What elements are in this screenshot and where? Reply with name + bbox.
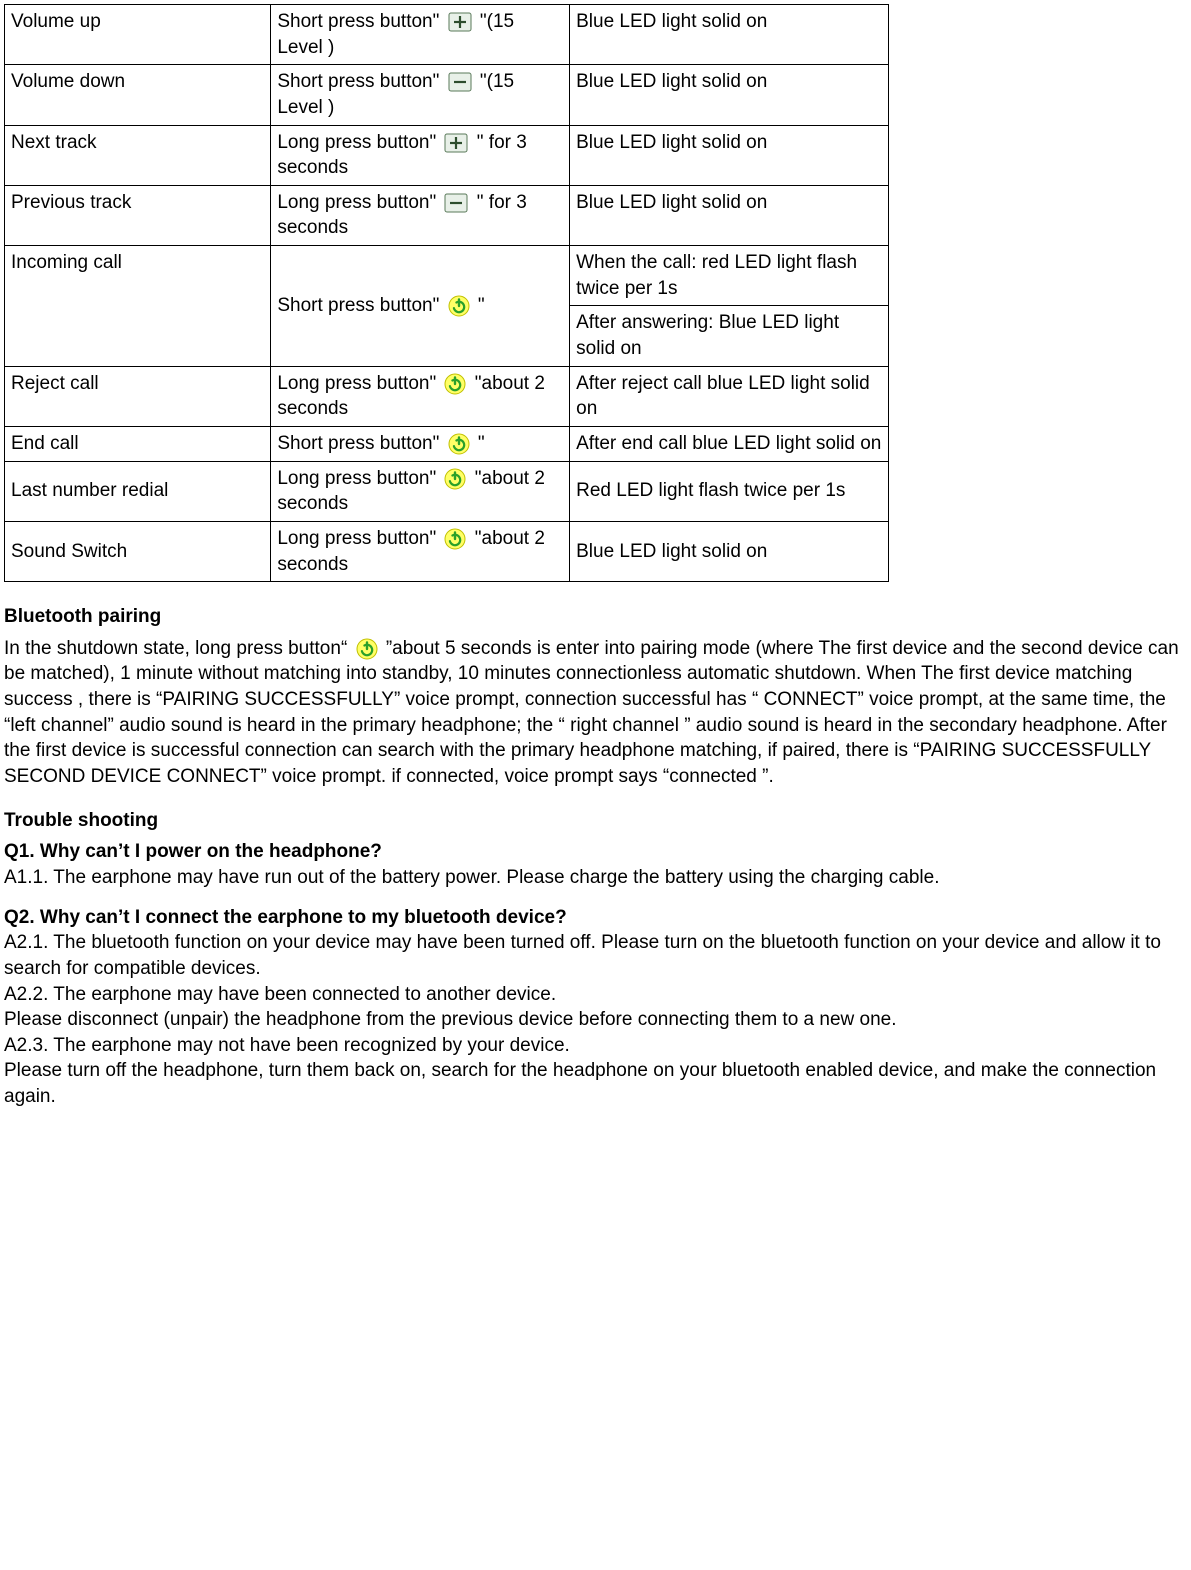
table-cell-function: Volume down <box>5 65 271 125</box>
table-cell-function: Sound Switch <box>5 521 271 581</box>
power-icon <box>356 638 378 660</box>
power-icon <box>444 373 466 395</box>
q2-answer-2b: Please disconnect (unpair) the headphone… <box>4 1007 1183 1033</box>
q2-answer-3: A2.3. The earphone may not have been rec… <box>4 1033 1183 1059</box>
table-cell-indicator: Blue LED light solid on <box>570 521 889 581</box>
table-cell-indicator: After reject call blue LED light solid o… <box>570 366 889 426</box>
table-cell-indicator: After answering: Blue LED light solid on <box>570 306 889 366</box>
q2-question: Q2. Why can’t I connect the earphone to … <box>4 905 1183 931</box>
table-cell-operation: Short press button" " <box>271 426 570 461</box>
bluetooth-pairing-paragraph: In the shutdown state, long press button… <box>4 636 1183 790</box>
troubleshooting-title: Trouble shooting <box>4 808 1183 834</box>
table-cell-function: Previous track <box>5 185 271 245</box>
power-icon <box>444 468 466 490</box>
operations-table: Volume upShort press button" "(15 Level … <box>4 4 889 582</box>
q2-answer-3b: Please turn off the headphone, turn them… <box>4 1058 1183 1109</box>
q2-answer-2: A2.2. The earphone may have been connect… <box>4 982 1183 1008</box>
table-cell-operation: Long press button" " for 3 seconds <box>271 125 570 185</box>
table-cell-operation: Long press button" "about 2 seconds <box>271 366 570 426</box>
table-cell-function: Volume up <box>5 5 271 65</box>
table-cell-function: Next track <box>5 125 271 185</box>
power-icon <box>448 295 470 317</box>
table-cell-operation: Short press button" "(15 Level ) <box>271 65 570 125</box>
table-cell-indicator: After end call blue LED light solid on <box>570 426 889 461</box>
power-icon <box>448 433 470 455</box>
q2-answer-1: A2.1. The bluetooth function on your dev… <box>4 930 1183 981</box>
plus-icon <box>444 133 468 153</box>
table-cell-operation: Long press button" "about 2 seconds <box>271 521 570 581</box>
table-cell-indicator: Blue LED light solid on <box>570 185 889 245</box>
minus-icon <box>444 193 468 213</box>
bluetooth-pairing-title: Bluetooth pairing <box>4 604 1183 630</box>
table-cell-indicator: When the call: red LED light flash twice… <box>570 246 889 306</box>
table-cell-indicator: Red LED light flash twice per 1s <box>570 461 889 521</box>
table-cell-indicator: Blue LED light solid on <box>570 5 889 65</box>
table-cell-indicator: Blue LED light solid on <box>570 65 889 125</box>
table-cell-operation: Long press button" "about 2 seconds <box>271 461 570 521</box>
table-cell-function: Reject call <box>5 366 271 426</box>
minus-icon <box>448 72 472 92</box>
power-icon <box>444 528 466 550</box>
table-cell-function: End call <box>5 426 271 461</box>
q1-question: Q1. Why can’t I power on the headphone? <box>4 839 1183 865</box>
table-cell-function: Last number redial <box>5 461 271 521</box>
table-cell-operation: Long press button" " for 3 seconds <box>271 185 570 245</box>
table-cell-indicator: Blue LED light solid on <box>570 125 889 185</box>
plus-icon <box>448 12 472 32</box>
table-cell-function: Incoming call <box>5 246 271 367</box>
table-cell-operation: Short press button" " <box>271 246 570 367</box>
table-cell-operation: Short press button" "(15 Level ) <box>271 5 570 65</box>
q1-answer: A1.1. The earphone may have run out of t… <box>4 865 1183 891</box>
